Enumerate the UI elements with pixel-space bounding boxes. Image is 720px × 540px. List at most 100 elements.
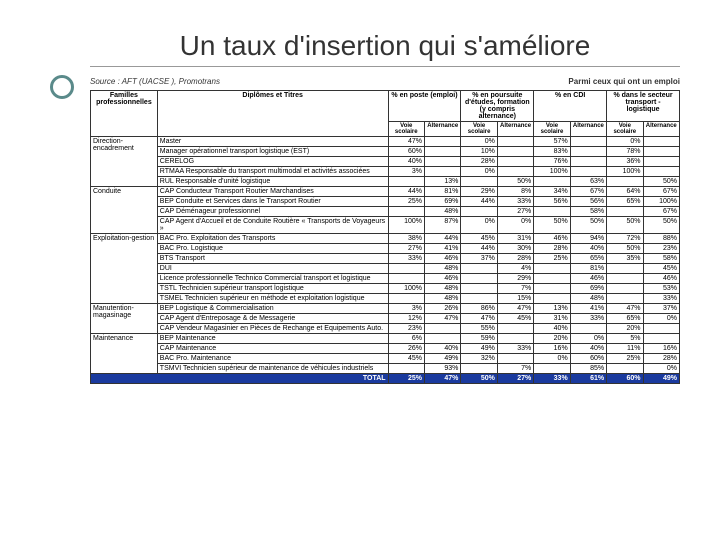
- value-cell: 100%: [607, 167, 643, 177]
- value-cell: [424, 147, 460, 157]
- value-cell: 64%: [607, 187, 643, 197]
- diploma-cell: RUL Responsable d'unité logistique: [157, 177, 388, 187]
- value-cell: [497, 157, 533, 167]
- value-cell: [534, 274, 570, 284]
- value-cell: 65%: [570, 254, 606, 264]
- value-cell: 10%: [461, 147, 497, 157]
- value-cell: 28%: [534, 244, 570, 254]
- value-cell: [643, 147, 679, 157]
- hdr-poste: % en poste (emploi): [388, 91, 461, 122]
- value-cell: 67%: [643, 187, 679, 197]
- table-row: Manager opérationnel transport logistiqu…: [91, 147, 680, 157]
- value-cell: 100%: [388, 217, 424, 234]
- value-cell: 58%: [643, 254, 679, 264]
- value-cell: 3%: [388, 167, 424, 177]
- hdr-families: Familles professionnelles: [91, 91, 158, 137]
- value-cell: 15%: [497, 294, 533, 304]
- diploma-cell: Manager opérationnel transport logistiqu…: [157, 147, 388, 157]
- value-cell: [497, 147, 533, 157]
- value-cell: [643, 324, 679, 334]
- value-cell: 45%: [643, 264, 679, 274]
- value-cell: 0%: [534, 354, 570, 364]
- value-cell: 37%: [643, 304, 679, 314]
- value-cell: 41%: [570, 304, 606, 314]
- value-cell: 65%: [607, 197, 643, 207]
- family-cell: Conduite: [91, 187, 158, 234]
- table-row: CAP Agent d'Entreposage & de Messagerie1…: [91, 314, 680, 324]
- value-cell: [388, 364, 424, 374]
- value-cell: 44%: [461, 244, 497, 254]
- value-cell: 86%: [461, 304, 497, 314]
- diploma-cell: TSMVI Technicien supérieur de maintenanc…: [157, 364, 388, 374]
- value-cell: 0%: [461, 217, 497, 234]
- value-cell: 28%: [643, 354, 679, 364]
- value-cell: 46%: [643, 274, 679, 284]
- diploma-cell: BTS Transport: [157, 254, 388, 264]
- value-cell: 47%: [497, 304, 533, 314]
- total-value: 49%: [643, 374, 679, 384]
- hdr-sector: % dans le secteur transport - logistique: [607, 91, 680, 122]
- total-value: 25%: [388, 374, 424, 384]
- value-cell: 53%: [643, 284, 679, 294]
- diploma-cell: CAP Agent d'Entreposage & de Messagerie: [157, 314, 388, 324]
- value-cell: 40%: [570, 344, 606, 354]
- value-cell: 23%: [388, 324, 424, 334]
- diploma-cell: BAC Pro. Logistique: [157, 244, 388, 254]
- value-cell: [570, 147, 606, 157]
- value-cell: 76%: [534, 157, 570, 167]
- table-row: BEP Conduite et Services dans le Transpo…: [91, 197, 680, 207]
- value-cell: 50%: [643, 217, 679, 234]
- value-cell: 81%: [424, 187, 460, 197]
- value-cell: 28%: [461, 157, 497, 167]
- value-cell: [570, 167, 606, 177]
- value-cell: 33%: [388, 254, 424, 264]
- total-value: 50%: [461, 374, 497, 384]
- value-cell: 20%: [534, 334, 570, 344]
- table-row: CAP Maintenance26%40%49%33%16%40%11%16%: [91, 344, 680, 354]
- diploma-cell: Licence professionnelle Technico Commerc…: [157, 274, 388, 284]
- value-cell: 69%: [424, 197, 460, 207]
- value-cell: 78%: [607, 147, 643, 157]
- diploma-cell: Master: [157, 137, 388, 147]
- table-row: DUI48%4%81%45%: [91, 264, 680, 274]
- table-row: CAP Déménageur professionnel48%27%58%67%: [91, 207, 680, 217]
- table-row: TSMVI Technicien supérieur de maintenanc…: [91, 364, 680, 374]
- value-cell: [643, 157, 679, 167]
- table-row: CAP Vendeur Magasinier en Pièces de Rech…: [91, 324, 680, 334]
- value-cell: 33%: [497, 344, 533, 354]
- value-cell: 27%: [388, 244, 424, 254]
- table-row: Licence professionnelle Technico Commerc…: [91, 274, 680, 284]
- value-cell: 48%: [570, 294, 606, 304]
- value-cell: [607, 207, 643, 217]
- total-row: TOTAL25%47%50%27%33%61%60%49%: [91, 374, 680, 384]
- value-cell: [534, 284, 570, 294]
- value-cell: 50%: [607, 217, 643, 234]
- value-cell: 33%: [497, 197, 533, 207]
- value-cell: 47%: [424, 314, 460, 324]
- value-cell: [607, 264, 643, 274]
- value-cell: 55%: [461, 324, 497, 334]
- value-cell: [643, 334, 679, 344]
- value-cell: 0%: [643, 314, 679, 324]
- table-row: CERELOG40%28%76%36%: [91, 157, 680, 167]
- value-cell: 60%: [388, 147, 424, 157]
- sub-alt-2: Alternance: [497, 122, 533, 137]
- value-cell: 60%: [570, 354, 606, 364]
- value-cell: 31%: [534, 314, 570, 324]
- hdr-pursuit: % en poursuite d'études, formation (y co…: [461, 91, 534, 122]
- value-cell: 50%: [570, 217, 606, 234]
- value-cell: 47%: [461, 314, 497, 324]
- value-cell: 37%: [461, 254, 497, 264]
- table-row: RTMAA Responsable du transport multimoda…: [91, 167, 680, 177]
- value-cell: 69%: [570, 284, 606, 294]
- value-cell: 25%: [607, 354, 643, 364]
- sub-voie-2: Voie scolaire: [461, 122, 497, 137]
- diploma-cell: BEP Maintenance: [157, 334, 388, 344]
- table-row: BAC Pro. Logistique27%41%44%30%28%40%50%…: [91, 244, 680, 254]
- value-cell: 5%: [607, 334, 643, 344]
- total-value: 61%: [570, 374, 606, 384]
- value-cell: 40%: [570, 244, 606, 254]
- table-row: RUL Responsable d'unité logistique13%50%…: [91, 177, 680, 187]
- value-cell: 4%: [497, 264, 533, 274]
- family-cell: Manutention-magasinage: [91, 304, 158, 334]
